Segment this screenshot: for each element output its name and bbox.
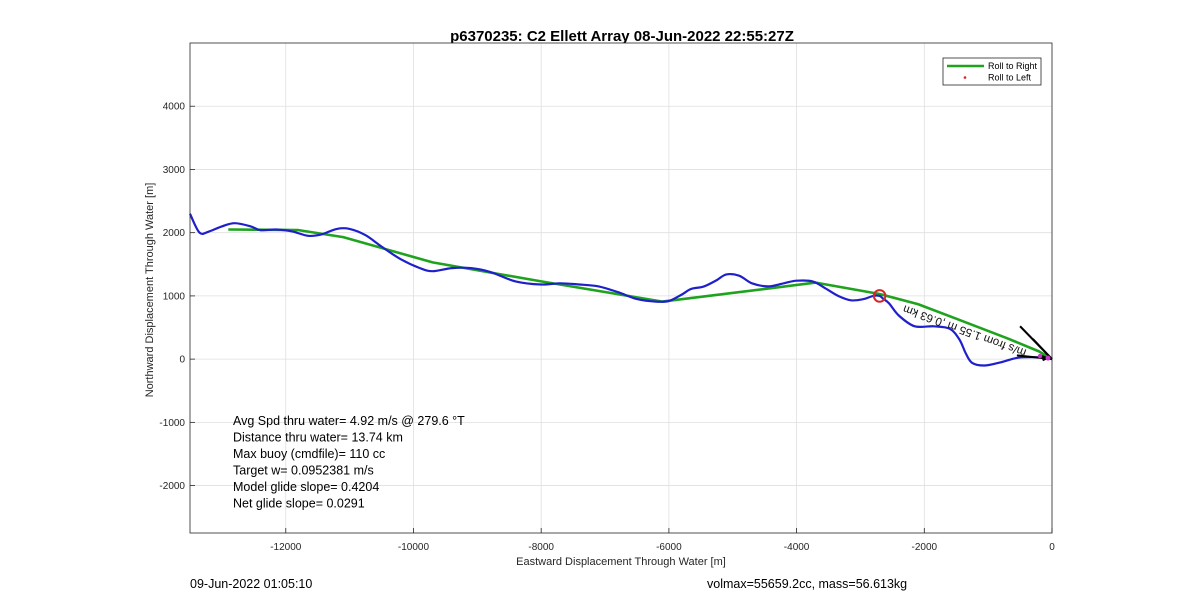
stats-line: Avg Spd thru water= 4.92 m/s @ 279.6 °T — [233, 414, 465, 428]
stats-line: Net glide slope= 0.0291 — [233, 497, 365, 511]
y-tick-label: -1000 — [159, 418, 185, 429]
y-tick-label: 0 — [179, 355, 185, 366]
current-arrow-head — [1040, 354, 1050, 362]
plot-frame — [189, 42, 1053, 534]
plot-area — [190, 43, 1052, 533]
x-tick-label: -4000 — [784, 542, 810, 553]
stats-line: Max buoy (cmdfile)= 110 cc — [233, 447, 385, 461]
footer-timestamp: 09-Jun-2022 01:05:10 — [190, 577, 313, 591]
x-tick-label: -6000 — [656, 542, 682, 553]
y-tick-label: 3000 — [163, 165, 186, 176]
stats-line: Distance thru water= 13.74 km — [233, 431, 403, 445]
legend-box — [942, 57, 1042, 86]
current-position-marker — [872, 289, 887, 303]
x-tick-label: 0 — [1049, 542, 1055, 553]
legend-label-roll-left: Roll to Left — [988, 73, 1032, 83]
x-axis-label: Eastward Displacement Through Water [m] — [516, 556, 726, 568]
legend-swatch-roll-left — [963, 76, 967, 79]
stats-line: Target w= 0.0952381 m/s — [233, 464, 374, 478]
y-tick-label: 2000 — [163, 228, 186, 239]
y-tick-label: -2000 — [159, 481, 185, 492]
current-vector-line — [1019, 325, 1053, 360]
x-tick-label: -10000 — [398, 542, 430, 553]
axis-ticks: -12000 -10000 -8000 -6000 -4000 -2000 0-2000-1… — [159, 102, 1055, 553]
x-tick-label: -8000 — [528, 542, 554, 553]
stats-line: Model glide slope= 0.4204 — [233, 480, 379, 494]
y-axis-label: Northward Displacement Through Water [m] — [144, 183, 156, 398]
glider-track-line — [189, 213, 1053, 367]
x-tick-label: -2000 — [912, 542, 938, 553]
y-tick-label: 4000 — [163, 102, 186, 113]
footer-volmax-mass: volmax=55659.2cc, mass=56.613kg — [707, 577, 908, 591]
stats-annotation: Avg Spd thru water= 4.92 m/s @ 279.6 °T D… — [233, 414, 465, 511]
chart-title: p6370235: C2 Ellett Array 08-Jun-2022 22… — [450, 28, 794, 45]
y-tick-label: 1000 — [163, 291, 186, 302]
legend-layer: Roll to Right Roll to Left — [942, 57, 1042, 86]
origin-marker — [1045, 355, 1051, 361]
legend-label-roll-right: Roll to Right — [988, 61, 1038, 71]
origin-marker — [1037, 353, 1043, 359]
x-tick-label: -12000 — [270, 542, 302, 553]
